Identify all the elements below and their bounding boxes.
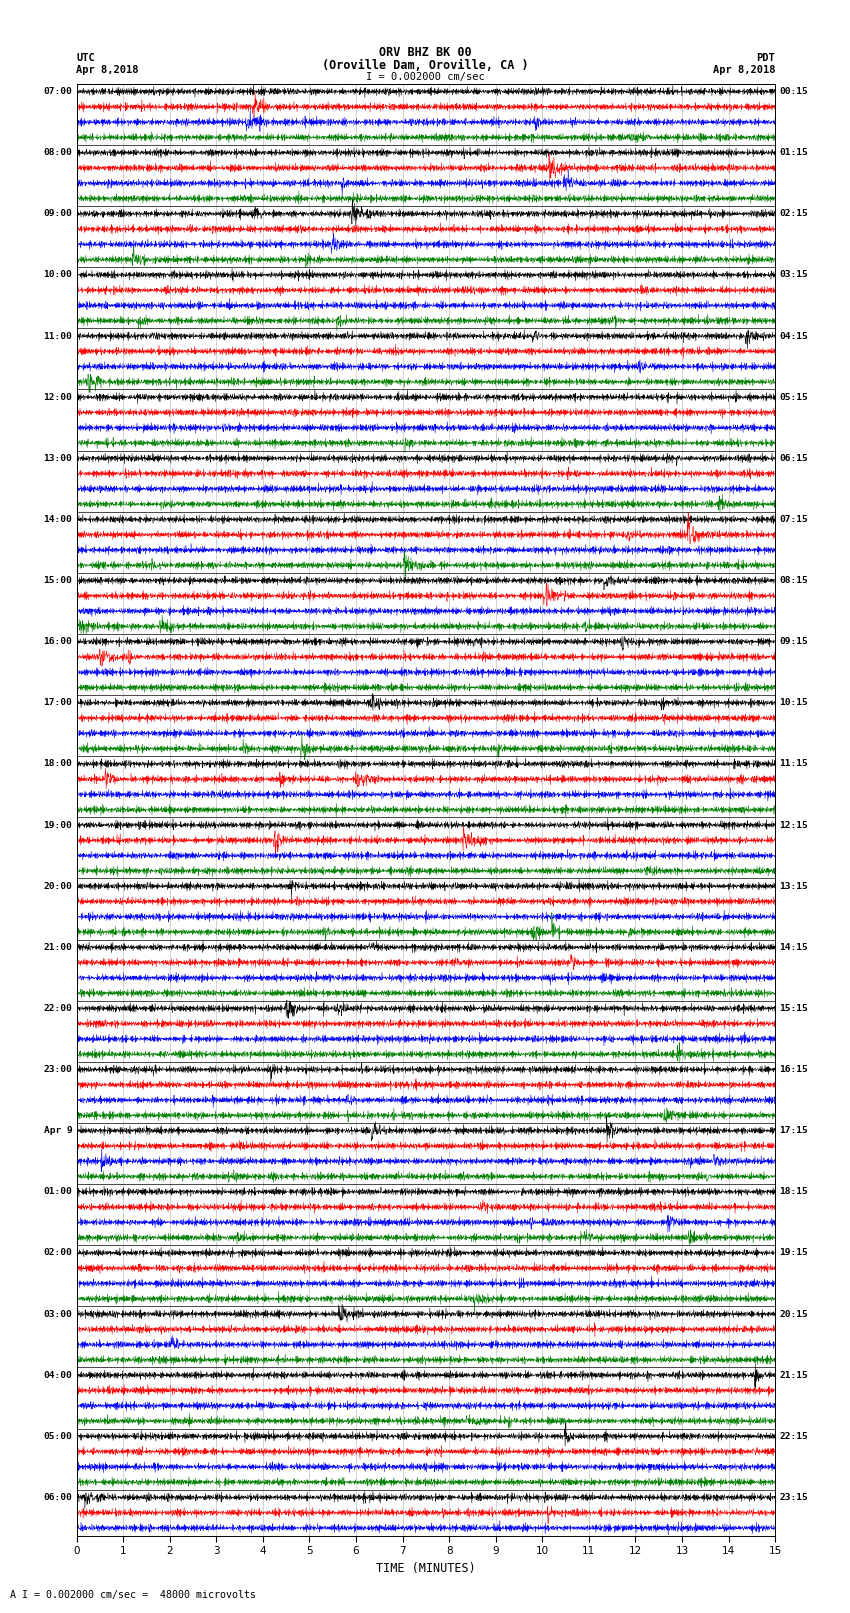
Text: 04:00: 04:00 [43, 1371, 72, 1379]
Text: 02:00: 02:00 [43, 1248, 72, 1258]
Text: Apr 8,2018: Apr 8,2018 [712, 65, 775, 76]
Text: 05:15: 05:15 [779, 392, 808, 402]
Text: 21:15: 21:15 [779, 1371, 808, 1379]
Text: 13:00: 13:00 [43, 453, 72, 463]
Text: 18:15: 18:15 [779, 1187, 808, 1197]
Text: 10:15: 10:15 [779, 698, 808, 706]
Text: 08:15: 08:15 [779, 576, 808, 586]
Text: A I = 0.002000 cm/sec =  48000 microvolts: A I = 0.002000 cm/sec = 48000 microvolts [10, 1590, 256, 1600]
Text: 11:15: 11:15 [779, 760, 808, 768]
Text: 12:15: 12:15 [779, 821, 808, 829]
Text: 15:15: 15:15 [779, 1003, 808, 1013]
Text: 01:00: 01:00 [43, 1187, 72, 1197]
Text: (Oroville Dam, Oroville, CA ): (Oroville Dam, Oroville, CA ) [321, 58, 529, 73]
Text: Apr 9: Apr 9 [43, 1126, 72, 1136]
Text: UTC: UTC [76, 53, 95, 63]
Text: 10:00: 10:00 [43, 271, 72, 279]
Text: 06:15: 06:15 [779, 453, 808, 463]
Text: 17:00: 17:00 [43, 698, 72, 706]
Text: 23:15: 23:15 [779, 1494, 808, 1502]
Text: 01:15: 01:15 [779, 148, 808, 156]
Text: 00:15: 00:15 [779, 87, 808, 97]
Text: 07:00: 07:00 [43, 87, 72, 97]
Text: 19:00: 19:00 [43, 821, 72, 829]
Text: 21:00: 21:00 [43, 942, 72, 952]
Text: 18:00: 18:00 [43, 760, 72, 768]
Text: 15:00: 15:00 [43, 576, 72, 586]
Text: 14:00: 14:00 [43, 515, 72, 524]
X-axis label: TIME (MINUTES): TIME (MINUTES) [376, 1561, 476, 1574]
Text: 02:15: 02:15 [779, 210, 808, 218]
Text: 22:15: 22:15 [779, 1432, 808, 1440]
Text: 13:15: 13:15 [779, 882, 808, 890]
Text: 20:15: 20:15 [779, 1310, 808, 1318]
Text: 14:15: 14:15 [779, 942, 808, 952]
Text: 19:15: 19:15 [779, 1248, 808, 1258]
Text: 22:00: 22:00 [43, 1003, 72, 1013]
Text: 04:15: 04:15 [779, 332, 808, 340]
Text: PDT: PDT [756, 53, 775, 63]
Text: 09:15: 09:15 [779, 637, 808, 647]
Text: I = 0.002000 cm/sec: I = 0.002000 cm/sec [366, 71, 484, 82]
Text: 16:15: 16:15 [779, 1065, 808, 1074]
Text: 11:00: 11:00 [43, 332, 72, 340]
Text: Apr 8,2018: Apr 8,2018 [76, 65, 139, 76]
Text: 05:00: 05:00 [43, 1432, 72, 1440]
Text: ORV BHZ BK 00: ORV BHZ BK 00 [379, 45, 471, 60]
Text: 09:00: 09:00 [43, 210, 72, 218]
Text: 03:15: 03:15 [779, 271, 808, 279]
Text: 20:00: 20:00 [43, 882, 72, 890]
Text: 08:00: 08:00 [43, 148, 72, 156]
Text: 12:00: 12:00 [43, 392, 72, 402]
Text: 03:00: 03:00 [43, 1310, 72, 1318]
Text: 16:00: 16:00 [43, 637, 72, 647]
Text: 06:00: 06:00 [43, 1494, 72, 1502]
Text: 23:00: 23:00 [43, 1065, 72, 1074]
Text: 17:15: 17:15 [779, 1126, 808, 1136]
Text: 07:15: 07:15 [779, 515, 808, 524]
